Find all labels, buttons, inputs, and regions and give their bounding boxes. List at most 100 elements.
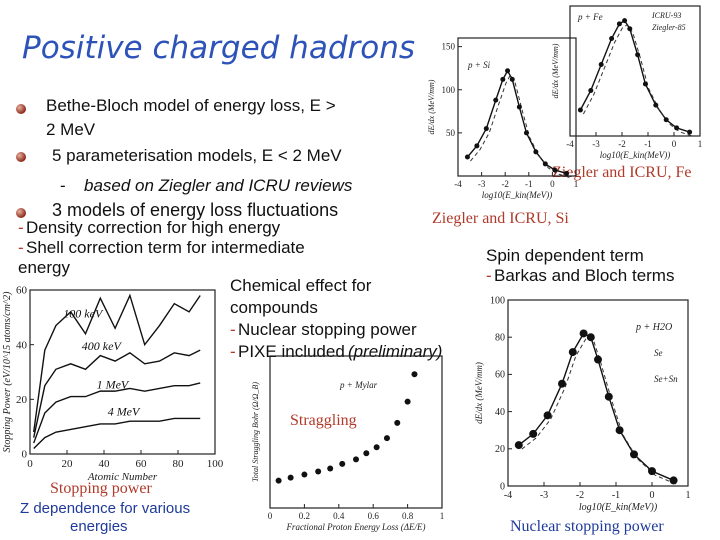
x-tick-label: -1 — [525, 179, 533, 189]
data-point — [543, 411, 552, 420]
y-tick-label: 100 — [442, 85, 456, 95]
dash-density: - — [18, 218, 24, 237]
legend-entry: Ziegler-85 — [652, 23, 686, 32]
data-point — [383, 435, 390, 442]
data-point — [514, 441, 523, 450]
data-point — [552, 167, 558, 173]
x-tick-label: 20 — [62, 458, 74, 470]
caption-ziegler-fe: Ziegler and ICRU, Fe — [552, 164, 692, 181]
x-tick-label: 0.2 — [299, 511, 310, 521]
nuclear-stopping-text: Nuclear stopping power — [238, 320, 417, 339]
y-tick-label: 20 — [495, 444, 505, 455]
data-point — [586, 333, 595, 342]
data-point — [505, 68, 511, 74]
bullet-icon — [16, 152, 26, 162]
data-point — [493, 97, 499, 103]
data-point — [653, 102, 659, 108]
barkas-bloch-text: Barkas and Bloch terms — [494, 266, 675, 285]
x-tick-label: 0.4 — [333, 511, 345, 521]
data-point — [609, 36, 615, 41]
chemical-effect-cont: compounds — [230, 298, 318, 317]
caption-ziegler-si: Ziegler and ICRU, Si — [432, 210, 569, 227]
legend-label: p + H2O — [635, 322, 672, 333]
y-tick-label: 60 — [495, 370, 505, 381]
dash-pixe: - — [230, 342, 236, 361]
data-point — [363, 450, 370, 457]
data-point — [301, 471, 308, 478]
x-tick-label: 100 — [207, 458, 224, 470]
chart-si: -4 -3 -2 -1 0 150100150log10(E_kin(MeV))dE/dx… — [427, 37, 579, 200]
series-line — [33, 417, 201, 450]
x-tick-label: 0 — [650, 490, 655, 501]
series-line-alt — [470, 73, 570, 178]
data-point — [627, 26, 633, 32]
plot-frame — [457, 37, 577, 177]
spin-dependent-text: Spin dependent term — [486, 246, 644, 265]
y-tick-label: 0 — [500, 481, 505, 492]
data-point — [464, 154, 470, 160]
chart-fe: -4 -3 -2 -1 0 1 log10(E_kin(MeV)) dE/dx (MeV/mm… — [551, 5, 703, 160]
y-axis-label: Stopping Power (eV/10^15 atoms/cm^2) — [2, 291, 13, 453]
plot-frame — [269, 355, 443, 509]
sub-bullet-ziegler-icru: based on Ziegler and ICRU reviews — [84, 176, 353, 195]
plot-frame — [507, 299, 689, 487]
series-label: 1 MeV — [97, 377, 130, 391]
plot-frame — [569, 5, 701, 137]
data-point — [687, 129, 693, 135]
caption-stopping-power: Stopping power — [50, 480, 152, 497]
x-tick-label: -2 — [618, 139, 626, 149]
y-tick-label: 100 — [490, 295, 505, 306]
data-point — [533, 149, 539, 155]
data-point — [500, 76, 506, 82]
data-point — [474, 143, 480, 149]
sub-bullet-dash: - — [60, 176, 66, 195]
data-point — [615, 426, 624, 435]
data-point — [542, 161, 548, 167]
x-tick-label: 0 — [268, 511, 273, 521]
data-point — [598, 62, 604, 67]
caption-straggling: Straggling — [290, 412, 357, 429]
data-point — [579, 329, 588, 338]
y-tick-label: 0 — [22, 449, 28, 461]
x-tick-label: 1 — [574, 179, 579, 189]
data-point — [394, 419, 401, 426]
y-tick-label: 40 — [16, 339, 28, 351]
data-point — [663, 117, 669, 123]
y-axis-label: dE/dx (MeV/mm) — [474, 362, 484, 424]
y-axis-label: dE/dx (MeV/mm) — [551, 43, 560, 98]
data-point — [523, 130, 529, 136]
x-tick-label: -4 — [454, 179, 462, 189]
data-point — [594, 355, 602, 364]
series-line-alt — [582, 23, 693, 137]
x-tick-label: 0 — [550, 179, 555, 189]
series-line — [33, 293, 201, 433]
data-point — [509, 76, 515, 82]
data-point — [604, 392, 613, 401]
x-tick-label: -2 — [501, 179, 509, 189]
x-axis-label: Atomic Number — [87, 471, 158, 483]
x-tick-label: -3 — [478, 179, 486, 189]
bullet-bethe-bloch: Bethe-Bloch model of energy loss, E > — [46, 96, 336, 115]
legend-label: p + Mylar — [339, 380, 378, 390]
x-tick-label: -4 — [504, 490, 512, 501]
x-tick-label: 0 — [672, 139, 677, 149]
x-tick-label: 60 — [136, 458, 148, 470]
legend-entry: Se — [654, 348, 663, 358]
caption-z-dependence: Z dependence for various — [20, 500, 191, 517]
data-point — [648, 467, 656, 476]
x-tick-label: 80 — [173, 458, 185, 470]
data-point — [630, 450, 638, 459]
x-tick-label: 1 — [698, 139, 703, 149]
bullet-parameterisation: 5 parameterisation models, E < 2 MeV — [52, 146, 342, 165]
x-tick-label: 40 — [99, 458, 111, 470]
series-line — [33, 382, 201, 444]
shell-correction-text: Shell correction term for intermediate — [26, 238, 305, 257]
slide-title: Positive charged hadrons — [22, 30, 416, 66]
chemical-effect-text: Chemical effect for — [230, 276, 372, 295]
series-line — [518, 332, 674, 482]
caption-nuclear-stopping: Nuclear stopping power — [510, 518, 664, 535]
dash-shell: - — [18, 238, 24, 257]
y-tick-label: 60 — [16, 285, 28, 297]
x-tick-label: 1 — [440, 511, 445, 521]
legend-label: p + Fe — [577, 12, 603, 22]
